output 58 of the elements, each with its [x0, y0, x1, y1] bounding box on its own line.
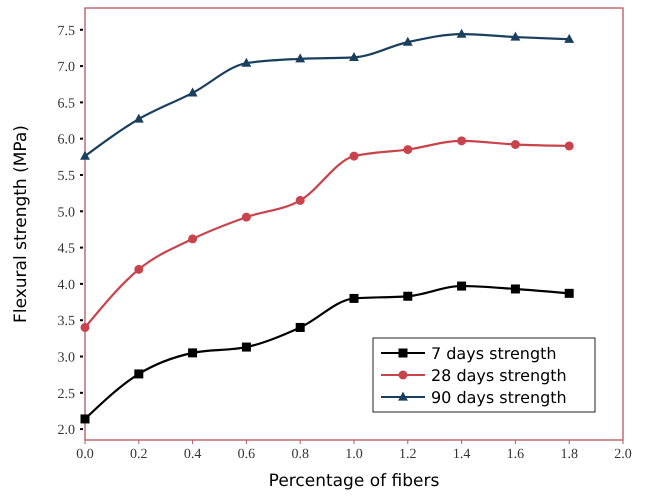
point [457, 282, 466, 291]
x-tick-label: 0.8 [291, 447, 309, 462]
y-tick-label: 5.0 [58, 205, 75, 220]
point [564, 34, 574, 43]
point [403, 292, 412, 301]
point [350, 152, 358, 161]
point [188, 234, 198, 244]
point [242, 212, 251, 222]
x-axis-title: Percentage of fibers [268, 471, 440, 491]
point [80, 322, 90, 332]
point [510, 140, 520, 149]
x-tick-label: 0.0 [76, 447, 94, 462]
point [403, 145, 412, 154]
y-tick-label: 6.5 [58, 96, 75, 112]
x-tick-label: 1.6 [506, 447, 524, 462]
point [295, 53, 306, 62]
legend-label: 28 days strength [431, 366, 567, 385]
y-tick-label: 7.5 [58, 24, 75, 39]
point [188, 88, 198, 97]
y-tick-label: 3.0 [58, 350, 75, 366]
legend-label: 90 days strength [431, 388, 567, 407]
x-tick-label: 1.2 [399, 447, 417, 462]
x-tick-label: 2.0 [614, 447, 632, 462]
x-tick-label: 0.2 [130, 447, 148, 462]
point [296, 196, 305, 205]
x-tick-label: 1.8 [560, 447, 578, 462]
x-tick-label: 1.0 [345, 447, 363, 462]
x-tick-label: 0.4 [184, 447, 202, 462]
point [241, 58, 252, 67]
x-tick-label: 1.4 [452, 447, 470, 462]
y-tick-label: 4.5 [58, 242, 75, 257]
x-tick-label: 0.6 [238, 447, 256, 462]
y-tick-label: 6.0 [58, 132, 75, 148]
point [456, 28, 467, 38]
point [510, 284, 520, 294]
point [402, 36, 413, 46]
point [134, 369, 144, 378]
y-tick-label: 5.5 [58, 168, 75, 184]
point [80, 150, 90, 160]
y-axis-title: Flexural strength (MPa) [11, 125, 31, 323]
point [350, 294, 358, 303]
point [349, 52, 359, 61]
y-tick-label: 2.5 [58, 386, 75, 402]
point [188, 348, 198, 358]
y-tick-label: 2.0 [58, 423, 75, 438]
point [564, 141, 574, 150]
point [564, 288, 574, 298]
point [457, 136, 466, 146]
point [242, 342, 251, 352]
point [134, 264, 144, 274]
y-tick-label: 7.0 [58, 60, 75, 76]
legend-label: 7 days strength [431, 344, 557, 363]
point [80, 414, 90, 424]
y-tick-label: 4.0 [58, 278, 75, 293]
y-tick-label: 3.5 [58, 314, 75, 330]
point [510, 32, 520, 41]
point [296, 322, 305, 332]
point [134, 114, 144, 123]
